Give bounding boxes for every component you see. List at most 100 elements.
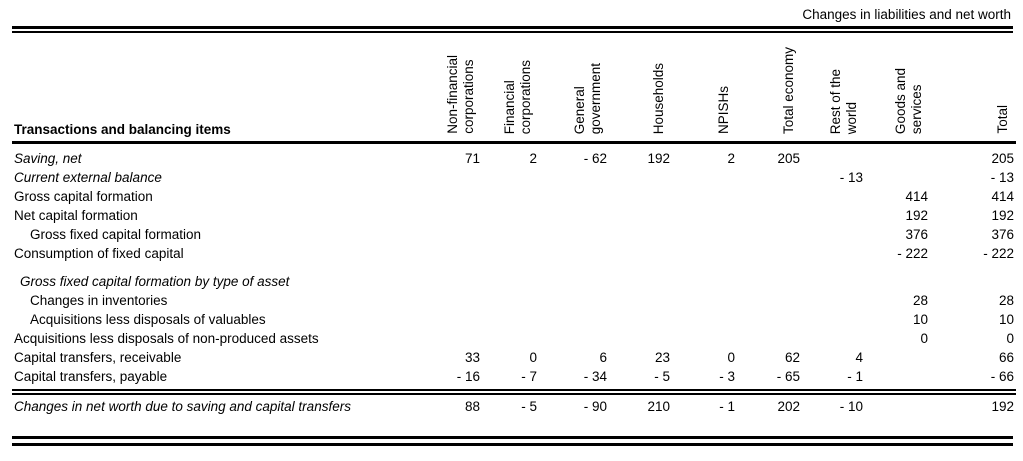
value-cell — [422, 263, 482, 291]
value-cell: 414 — [991, 189, 1014, 204]
column-header-row: Transactions and balancing items Non-fin… — [12, 33, 1016, 144]
table-row: Acquisitions less disposals of valuables… — [12, 310, 1016, 329]
value-cell — [482, 263, 539, 291]
value-cell: - 5 — [609, 367, 672, 395]
value-cell — [482, 225, 539, 244]
value-cell — [802, 244, 865, 263]
value-cell — [422, 329, 482, 348]
vertical-column-label: Rest of the world — [828, 68, 860, 134]
value-cell: - 222 — [983, 246, 1014, 261]
vertical-column-label: General government — [572, 62, 604, 134]
value-cell — [802, 329, 865, 348]
column-header: Total economy — [737, 33, 802, 144]
table-row: Acquisitions less disposals of non-produ… — [12, 329, 1016, 348]
column-header: Rest of the world — [802, 33, 865, 144]
value-cell — [609, 291, 672, 310]
value-cell — [737, 329, 802, 348]
value-cell: - 34 — [539, 367, 609, 395]
vertical-column-label: NPISHs — [716, 85, 732, 134]
value-cell: 2 — [529, 151, 537, 166]
value-cell — [422, 310, 482, 329]
row-label: Acquisitions less disposals of non-produ… — [14, 331, 319, 346]
value-cell — [422, 168, 482, 187]
value-cell — [539, 291, 609, 310]
value-cell: - 13 — [839, 170, 863, 185]
value-cell — [539, 168, 609, 187]
value-cell: - 90 — [583, 398, 607, 414]
value-cell — [865, 168, 930, 187]
value-cell: 28 — [912, 293, 928, 308]
value-cell — [672, 168, 737, 187]
value-cell — [865, 143, 930, 169]
value-cell: - 1 — [719, 398, 735, 414]
value-cell: 66 — [998, 350, 1014, 365]
value-cell — [865, 348, 930, 367]
row-label: Current external balance — [14, 170, 162, 185]
value-cell — [482, 206, 539, 225]
value-cell: - 66 — [930, 367, 1016, 395]
value-cell — [802, 263, 865, 291]
value-cell — [609, 187, 672, 206]
row-label: Capital transfers, payable — [12, 367, 422, 395]
row-label: Acquisitions less disposals of valuables — [30, 312, 266, 327]
value-cell — [539, 329, 609, 348]
vertical-column-label: Goods and services — [893, 67, 925, 134]
table-row: Saving, net 71 2 - 62 192 2 205 205 — [12, 143, 1016, 169]
table-row: Gross capital formation 414 414 — [12, 187, 1016, 206]
value-cell — [802, 225, 865, 244]
row-label: Gross fixed capital formation — [30, 227, 202, 242]
column-header: Households — [609, 33, 672, 144]
value-cell: - 3 — [672, 367, 737, 395]
value-cell — [737, 244, 802, 263]
row-label: Changes in net worth due to saving and c… — [14, 398, 351, 414]
value-cell — [672, 310, 737, 329]
value-cell: 192 — [991, 398, 1014, 414]
value-cell — [482, 291, 539, 310]
value-cell: - 16 — [422, 367, 482, 395]
value-cell — [737, 206, 802, 225]
value-cell — [737, 225, 802, 244]
column-header: Non-financial corporations — [422, 33, 482, 144]
value-cell — [482, 168, 539, 187]
table-row: Changes in inventories 28 28 — [12, 291, 1016, 310]
value-cell: 0 — [1006, 331, 1014, 346]
value-cell: 28 — [998, 293, 1014, 308]
value-cell — [482, 187, 539, 206]
value-cell: 205 — [777, 151, 800, 166]
value-cell — [672, 187, 737, 206]
vertical-column-label: Total economy — [781, 46, 797, 134]
row-label: Gross capital formation — [14, 189, 153, 204]
value-cell — [609, 206, 672, 225]
vertical-column-label: Total — [995, 105, 1011, 134]
value-cell: - 10 — [839, 398, 863, 414]
value-cell — [865, 367, 930, 395]
value-cell — [737, 310, 802, 329]
value-cell — [865, 392, 930, 419]
value-cell — [482, 329, 539, 348]
value-cell — [482, 310, 539, 329]
value-cell — [539, 187, 609, 206]
title-double-rule — [12, 26, 1013, 33]
value-cell — [482, 244, 539, 263]
value-cell: - 65 — [737, 367, 802, 395]
table-row: Capital transfers, receivable 33 0 6 23 0 62 4 6… — [12, 348, 1016, 367]
value-cell: 205 — [991, 151, 1014, 166]
table-row: Capital transfers, payable - 16- 7- 34- 5… — [12, 367, 1016, 395]
value-cell — [737, 168, 802, 187]
value-cell — [737, 187, 802, 206]
value-cell: - 222 — [897, 246, 928, 261]
value-cell: 0 — [529, 350, 537, 365]
value-cell — [672, 263, 737, 291]
vertical-column-label: Non-financial corporations — [445, 55, 477, 134]
value-cell — [672, 244, 737, 263]
value-cell: - 62 — [583, 151, 607, 166]
value-cell: 192 — [905, 208, 928, 223]
value-cell — [737, 263, 802, 291]
value-cell — [672, 291, 737, 310]
value-cell — [539, 310, 609, 329]
row-label: Gross fixed capital formation by type of… — [20, 274, 290, 289]
value-cell: - 13 — [990, 170, 1014, 185]
bottom-double-rule — [12, 436, 1013, 446]
value-cell: 192 — [991, 208, 1014, 223]
value-cell: 10 — [912, 312, 928, 327]
